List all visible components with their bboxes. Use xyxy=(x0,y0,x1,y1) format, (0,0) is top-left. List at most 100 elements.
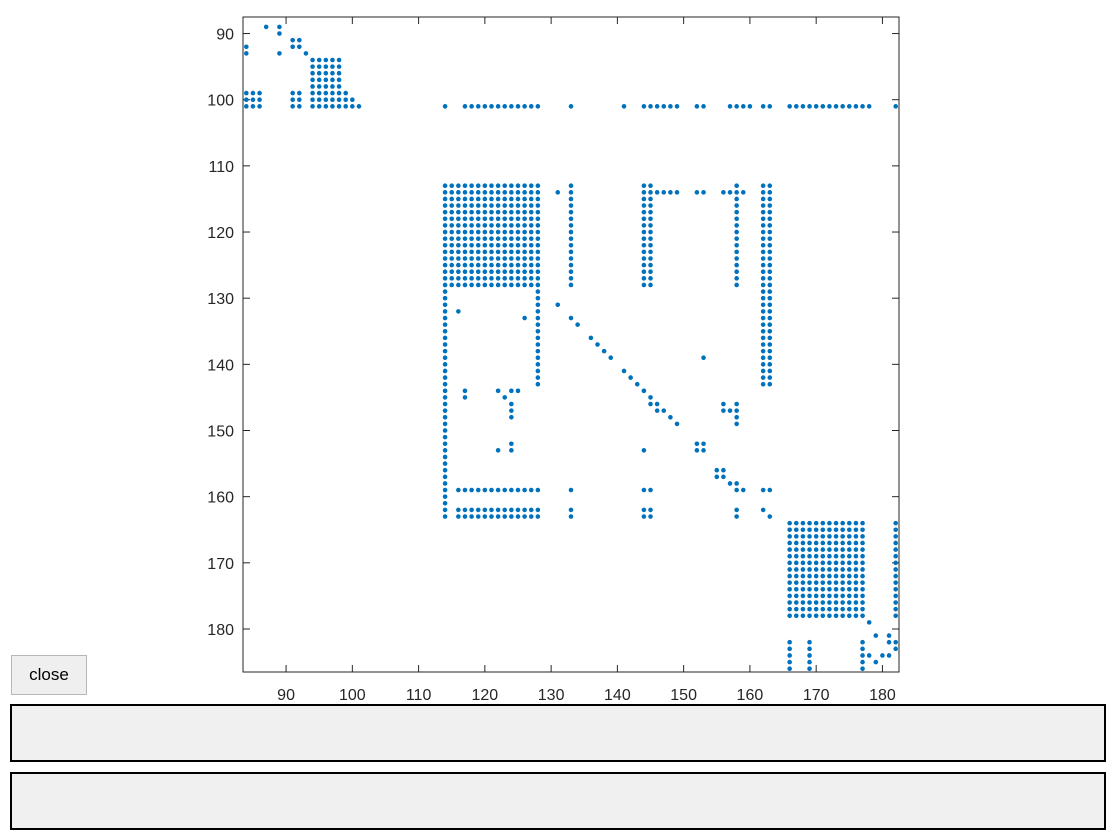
data-point xyxy=(330,64,335,69)
data-point xyxy=(502,223,508,228)
data-point xyxy=(568,216,574,222)
data-point xyxy=(509,401,514,407)
data-point xyxy=(893,606,898,612)
data-point xyxy=(528,196,534,202)
data-point xyxy=(555,302,561,308)
data-point xyxy=(456,249,461,255)
data-point xyxy=(866,653,872,658)
data-point xyxy=(793,613,799,619)
data-point xyxy=(767,302,773,308)
data-point xyxy=(760,302,766,308)
data-point xyxy=(535,282,541,288)
data-point xyxy=(866,620,872,625)
data-point xyxy=(767,322,773,327)
data-point xyxy=(734,183,739,189)
data-point xyxy=(462,183,468,189)
data-point xyxy=(807,567,812,572)
close-button[interactable]: close xyxy=(11,655,87,695)
data-point xyxy=(853,600,859,605)
data-point xyxy=(482,190,488,195)
data-point xyxy=(290,90,295,96)
data-point xyxy=(668,190,673,195)
data-point xyxy=(489,242,494,248)
data-point xyxy=(847,580,852,585)
data-point xyxy=(336,84,342,89)
data-point xyxy=(641,209,647,215)
data-point xyxy=(813,527,819,533)
data-point xyxy=(787,553,792,559)
data-point xyxy=(840,586,845,592)
data-point xyxy=(442,441,448,447)
data-point xyxy=(495,448,501,453)
data-point xyxy=(535,342,541,347)
data-point xyxy=(442,203,448,208)
data-point xyxy=(257,104,262,109)
data-point xyxy=(442,461,448,466)
data-point xyxy=(648,487,653,493)
data-point xyxy=(568,315,574,321)
data-point xyxy=(847,600,852,605)
data-point xyxy=(800,547,806,552)
data-point xyxy=(847,547,852,552)
data-point xyxy=(793,547,799,552)
data-point xyxy=(528,269,534,275)
sparsity-plot: 90 100 110 120 130 140 150 160 170 180 90 100 110 12… xyxy=(207,16,900,700)
data-point xyxy=(522,269,527,275)
data-point xyxy=(442,388,448,394)
data-point xyxy=(641,236,647,241)
data-point xyxy=(847,553,852,559)
data-point xyxy=(847,104,852,109)
data-point xyxy=(827,593,832,599)
data-point xyxy=(489,229,494,235)
data-point xyxy=(495,203,501,208)
data-point xyxy=(522,104,527,109)
data-point xyxy=(767,381,773,387)
data-point xyxy=(442,381,448,387)
x-axis-ticks: 90 100 110 120 130 140 150 160 170 180 xyxy=(277,17,896,700)
data-point xyxy=(568,256,574,261)
data-point xyxy=(330,77,335,83)
data-point xyxy=(515,203,521,208)
data-point xyxy=(495,196,501,202)
data-point xyxy=(502,249,508,255)
data-point xyxy=(860,520,865,526)
data-point xyxy=(522,276,527,281)
data-point xyxy=(442,481,448,486)
data-point xyxy=(442,448,448,453)
data-point xyxy=(462,276,468,281)
data-point xyxy=(807,639,812,645)
data-point xyxy=(648,395,653,400)
data-point xyxy=(807,540,812,546)
data-point xyxy=(495,269,501,275)
data-point xyxy=(456,209,461,215)
data-point xyxy=(641,183,647,189)
data-point xyxy=(495,223,501,228)
data-point xyxy=(509,282,514,288)
data-point xyxy=(515,216,521,222)
data-point xyxy=(316,104,322,109)
data-point xyxy=(893,593,898,599)
data-point xyxy=(873,633,879,638)
data-point xyxy=(648,203,653,208)
data-point xyxy=(734,249,739,255)
data-point xyxy=(734,514,739,519)
data-point xyxy=(442,434,448,440)
data-point xyxy=(767,342,773,347)
data-point xyxy=(787,613,792,619)
data-point xyxy=(568,276,574,281)
data-point xyxy=(760,348,766,354)
data-point xyxy=(568,269,574,275)
data-point xyxy=(297,90,302,96)
data-point xyxy=(847,534,852,539)
data-point xyxy=(847,527,852,533)
data-point xyxy=(277,24,282,30)
data-point xyxy=(509,229,514,235)
data-point xyxy=(482,236,488,241)
x-tick-label: 180 xyxy=(869,687,896,700)
data-point xyxy=(442,421,448,427)
data-point xyxy=(793,593,799,599)
data-point xyxy=(522,262,527,268)
data-point xyxy=(787,104,792,109)
data-point xyxy=(793,560,799,566)
data-point xyxy=(442,467,448,473)
